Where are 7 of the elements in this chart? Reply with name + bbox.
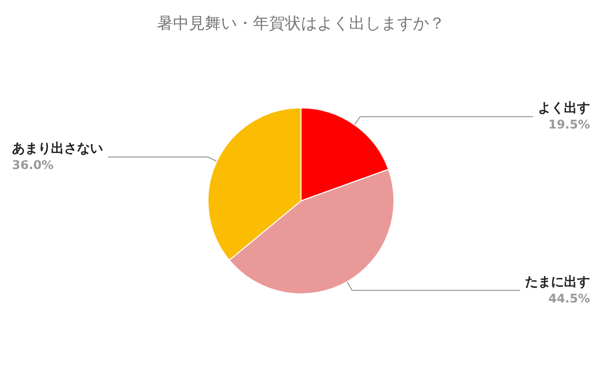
data-label: 19.5%	[548, 118, 590, 132]
slice-label: あまり出さない	[12, 142, 103, 157]
slice-label: たまに出す	[525, 274, 590, 290]
data-label: 36.0%	[12, 158, 54, 172]
slice-label: よく出す	[538, 101, 590, 116]
data-label: 44.5%	[548, 291, 590, 306]
chart-title: 暑中見舞い・年賀状はよく出しますか？	[157, 14, 445, 32]
